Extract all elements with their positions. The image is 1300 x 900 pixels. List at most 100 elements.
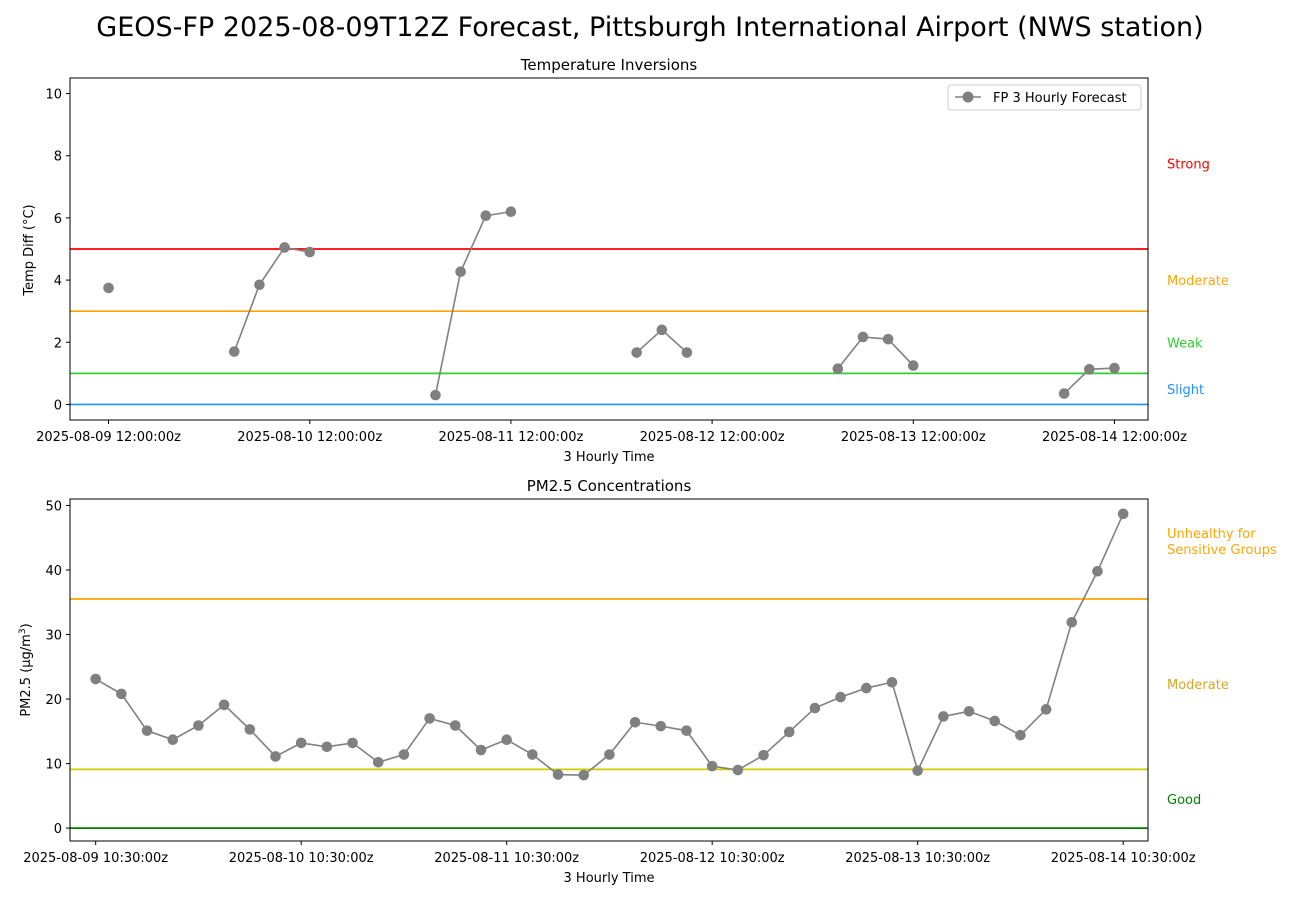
data-point [141, 725, 153, 736]
series-line [434, 210, 512, 396]
data-point [832, 363, 844, 375]
threshold-label: Moderate [1167, 678, 1229, 693]
data-point [783, 726, 795, 738]
series-line [233, 246, 310, 352]
x-tick-label: 2025-08-12 12:00:00z [640, 430, 785, 445]
data-point [279, 242, 290, 253]
data-point [193, 720, 204, 731]
data-point [228, 346, 240, 357]
data-point [963, 705, 975, 717]
threshold-label: Moderate [1167, 274, 1229, 289]
data-point [758, 749, 769, 761]
temperature-inversions-chart: Temperature Inversions 0 2 4 6 8 10 2025-08-0… [22, 56, 1229, 465]
y-axis-label: PM2.5 (µg/m3) [18, 623, 34, 716]
data-point [989, 715, 1001, 727]
data-point [527, 749, 538, 760]
y-tick-label: 10 [45, 88, 62, 103]
series-line [837, 336, 914, 370]
data-point [475, 744, 487, 756]
data-point [244, 724, 256, 735]
data-point [857, 331, 869, 343]
data-point [270, 751, 281, 762]
data-point [655, 720, 667, 732]
y-tick-label: 4 [54, 274, 62, 289]
x-tick-label: 2025-08-10 10:30:00z [229, 851, 374, 866]
y-axis-label: Temp Diff (°C) [22, 204, 37, 296]
data-point [1040, 704, 1052, 715]
data-point [706, 760, 718, 772]
data-point [218, 699, 230, 711]
data-point [882, 333, 894, 345]
x-tick-label: 2025-08-11 10:30:00z [434, 851, 579, 866]
data-point [860, 682, 872, 694]
data-point [656, 324, 668, 336]
legend: FP 3 Hourly Forecast [947, 84, 1142, 111]
y-tick-label: 6 [54, 212, 62, 227]
legend-box [947, 84, 1142, 111]
data-point [90, 673, 101, 685]
data-point [450, 720, 461, 731]
x-axis-label: 3 Hourly Time [564, 871, 655, 886]
y-tick-label: 20 [45, 693, 62, 708]
data-point [604, 749, 615, 760]
data-point [167, 734, 179, 745]
data-point [1092, 565, 1103, 577]
data-point [455, 266, 466, 277]
figure-title: GEOS-FP 2025-08-09T12Z Forecast, Pittsbu… [96, 12, 1204, 43]
data-point [809, 702, 821, 714]
data-point [347, 737, 358, 749]
data-point [1117, 508, 1129, 520]
threshold-label: Good [1167, 793, 1201, 808]
y-tick-label: 40 [45, 564, 62, 579]
data-point [938, 711, 949, 722]
data-point [631, 347, 642, 358]
legend-marker-swatch [962, 91, 974, 103]
data-point [116, 688, 127, 700]
x-axis-label: 3 Hourly Time [564, 450, 655, 465]
data-point [501, 734, 512, 745]
data-point [103, 282, 114, 294]
chart-title: PM2.5 Concentrations [527, 477, 692, 495]
data-point [835, 691, 846, 703]
data-point [732, 764, 744, 776]
x-tick-label: 2025-08-09 10:30:00z [23, 851, 168, 866]
x-tick-label: 2025-08-10 12:00:00z [237, 430, 382, 445]
y-tick-label: 30 [45, 629, 62, 644]
data-point [430, 389, 441, 401]
threshold-label: Slight [1167, 383, 1204, 398]
data-point [505, 206, 517, 217]
data-point [372, 756, 384, 768]
y-tick-label: 10 [45, 758, 62, 773]
data-point [907, 360, 919, 371]
x-tick-label: 2025-08-11 12:00:00z [438, 430, 583, 445]
plot-area-frame [69, 77, 1149, 421]
x-tick-label: 2025-08-13 10:30:00z [845, 851, 990, 866]
data-point [681, 725, 692, 736]
chart-title: Temperature Inversions [520, 56, 698, 74]
data-point [912, 765, 923, 776]
x-tick-label: 2025-08-12 10:30:00z [640, 851, 785, 866]
plot-area-frame [69, 498, 1149, 842]
y-tick-label: 0 [54, 822, 62, 837]
data-point [480, 210, 492, 222]
data-point [681, 347, 693, 358]
y-tick-label: 0 [54, 398, 62, 413]
y-tick-label: 8 [54, 150, 62, 165]
data-point [552, 769, 564, 780]
pm25-concentrations-chart: PM2.5 Concentrations 0 10 20 30 40 50 2025-08… [18, 477, 1277, 886]
data-point [1015, 729, 1026, 741]
threshold-label: Strong [1167, 158, 1210, 173]
data-point [578, 769, 590, 781]
y-tick-label: 2 [54, 336, 62, 351]
data-point [424, 713, 435, 724]
x-tick-label: 2025-08-14 12:00:00z [1042, 430, 1187, 445]
data-point [1084, 364, 1095, 375]
data-point [629, 716, 641, 728]
data-point [304, 246, 316, 258]
x-tick-label: 2025-08-09 12:00:00z [36, 430, 181, 445]
threshold-label: Weak [1167, 336, 1203, 351]
data-point [1058, 388, 1070, 399]
x-tick-label: 2025-08-14 10:30:00z [1051, 851, 1196, 866]
data-point [321, 741, 333, 753]
